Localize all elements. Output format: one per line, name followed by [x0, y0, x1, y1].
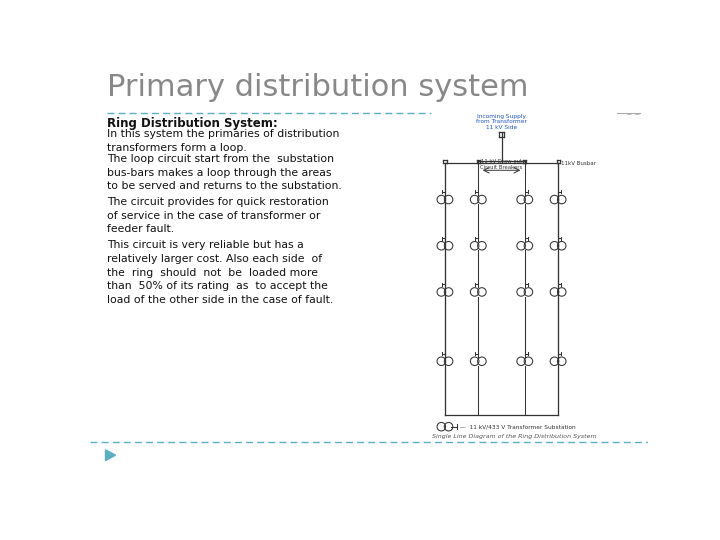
- Text: Primary distribution system: Primary distribution system: [107, 72, 528, 102]
- Text: 11kV Busbar: 11kV Busbar: [561, 161, 596, 166]
- Text: In this system the primaries of distribution
transformers form a loop.: In this system the primaries of distribu…: [107, 130, 339, 153]
- Text: Single Line Diagram of the Ring Distribution System: Single Line Diagram of the Ring Distribu…: [433, 434, 597, 440]
- Text: 11 kV Draw-out
Circuit Breakers: 11 kV Draw-out Circuit Breakers: [480, 159, 523, 170]
- Text: The circuit provides for quick restoration
of service in the case of transformer: The circuit provides for quick restorati…: [107, 197, 329, 234]
- Text: Ring Distribution System:: Ring Distribution System:: [107, 117, 278, 130]
- Polygon shape: [106, 450, 116, 461]
- Text: —  11 kV/433 V Transformer Substation: — 11 kV/433 V Transformer Substation: [461, 424, 576, 429]
- Text: – –: – –: [627, 109, 640, 119]
- Text: The loop circuit start from the  substation
bus-bars makes a loop through the ar: The loop circuit start from the substati…: [107, 154, 342, 191]
- Text: This circuit is very reliable but has a
relatively larger cost. Also each side  : This circuit is very reliable but has a …: [107, 240, 333, 305]
- Text: Incoming Supply
from Transformer
11 kV Side: Incoming Supply from Transformer 11 kV S…: [476, 113, 527, 130]
